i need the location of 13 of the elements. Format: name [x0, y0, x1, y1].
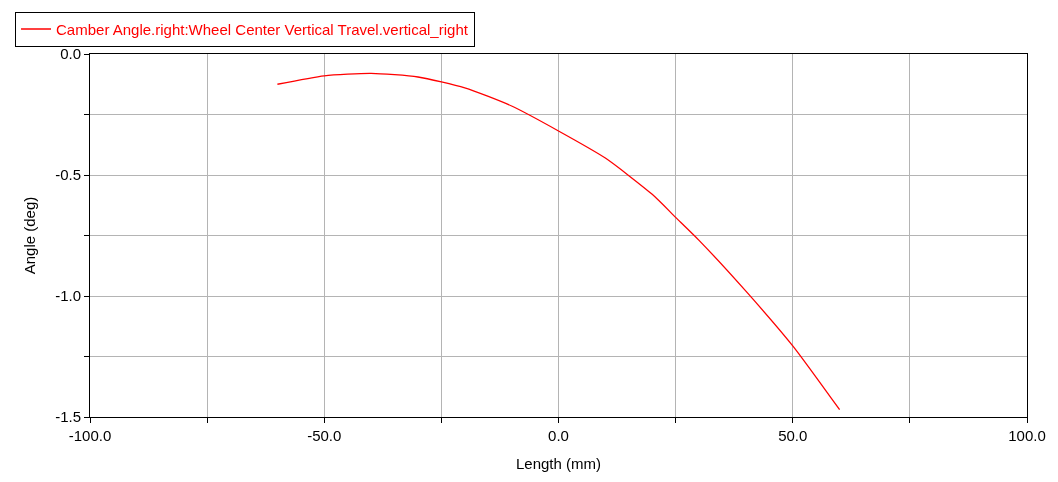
x-tick-label: 100.0: [1008, 427, 1046, 444]
x-tick-label: -50.0: [307, 427, 342, 444]
y-tick-label: -0.5: [55, 166, 81, 184]
x-tick-label: 0.0: [548, 427, 569, 444]
x-tick-label: 50.0: [778, 427, 808, 444]
x-axis-title: Length (mm): [515, 455, 602, 472]
legend-label: Camber Angle.right:Wheel Center Vertical Travel.vertical_right: [56, 20, 469, 38]
line-series: [276, 72, 841, 411]
y-tick-label: -1.5: [55, 408, 81, 426]
y-axis-title: Angle (deg): [21, 196, 39, 275]
y-tick-label: -1.0: [55, 287, 81, 305]
x-tick-label: -100.0: [68, 427, 112, 444]
y-tick-label: 0.0: [60, 45, 81, 63]
